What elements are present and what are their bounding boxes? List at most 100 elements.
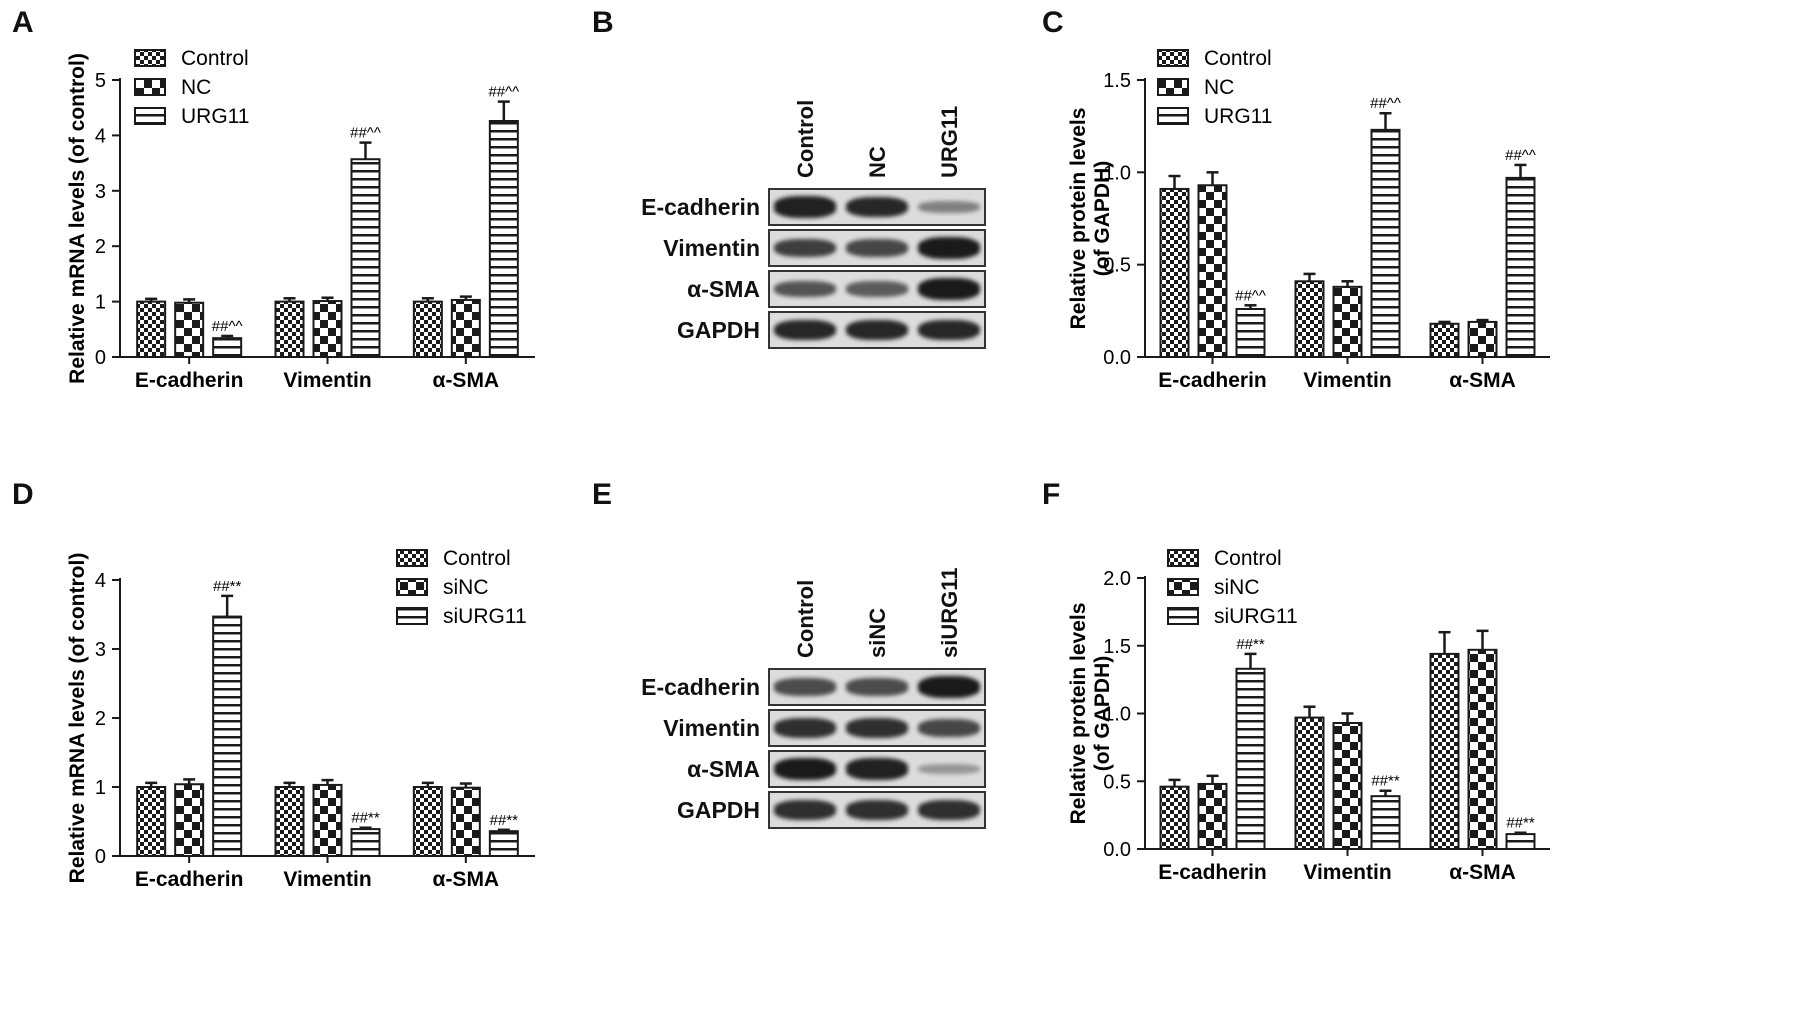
chart-f-relative-protein: 0.0 0.5 1.0 1.5 2.0 Relative protein levels (o… [1067, 547, 1550, 884]
blot-band [917, 319, 980, 341]
significance-label: ##^^ [212, 318, 243, 335]
blot-strip [768, 311, 986, 349]
x-tick-label: E-cadherin [1158, 369, 1267, 392]
blot-band [846, 800, 908, 820]
significance-label: ##** [213, 578, 242, 595]
blot-row-label: Vimentin [663, 715, 760, 741]
bar-nc [174, 301, 205, 359]
x-tick-label: α-SMA [1449, 369, 1516, 392]
bar-control [1294, 280, 1325, 358]
western-blot-e: Control siNC siURG11 E-cadherin Vimentin α-SM… [620, 560, 1000, 840]
significance-label: ##^^ [1235, 287, 1266, 304]
x-tick-label: Vimentin [283, 369, 371, 392]
bar-control [412, 300, 443, 359]
blot-band [774, 718, 837, 738]
bar-sinc [1197, 782, 1228, 850]
y-tick-label: 5 [95, 70, 106, 92]
lane-label: Control [793, 579, 819, 658]
blot-strip [768, 668, 986, 706]
western-blot-b: Control NC URG11 E-cadherin Vimentin α-SMA GAP… [620, 80, 1000, 360]
bar-nc [1467, 320, 1498, 358]
x-tick-label: Vimentin [1303, 861, 1391, 884]
y-tick-label: 4 [95, 125, 106, 147]
x-tick-label: α-SMA [433, 868, 500, 891]
blot-row-label: Vimentin [663, 235, 760, 261]
y-axis-label: (of GAPDH) [1091, 656, 1114, 771]
chart-c-relative-protein: 0.0 0.5 1.0 1.5 Relative protein levels (of G… [1067, 47, 1550, 392]
bar-control [1294, 716, 1325, 850]
y-tick-label: 1.0 [1103, 162, 1131, 184]
y-axis-label: Relative mRNA levels (of control) [66, 53, 89, 384]
blot-band [846, 678, 908, 696]
legend-label: URG11 [1204, 105, 1272, 128]
blot-strip [768, 709, 986, 747]
blot-band [846, 718, 908, 738]
y-tick-label: 1 [95, 777, 106, 799]
blot-band [846, 281, 908, 297]
legend-swatch [1157, 78, 1189, 96]
y-tick-label: 0.5 [1103, 771, 1131, 793]
y-axis-label: Relative protein levels [1067, 603, 1090, 825]
legend-label: siURG11 [1214, 605, 1298, 628]
y-tick-label: 2 [95, 708, 106, 730]
legend-swatch [134, 49, 166, 67]
legend-label: NC [1204, 76, 1234, 99]
bar-siurg11 [350, 828, 381, 857]
bar-urg11 [1370, 128, 1401, 358]
legend-swatch [1157, 49, 1189, 67]
legend-label: siNC [443, 576, 489, 599]
lane-label: NC [865, 146, 890, 178]
blot-row-label: α-SMA [687, 276, 760, 302]
y-tick-label: 3 [95, 181, 106, 203]
significance-label: ##** [1506, 815, 1535, 832]
x-tick-label: E-cadherin [135, 868, 244, 891]
bar-control [136, 300, 167, 359]
y-axis-label: (of GAPDH) [1091, 161, 1114, 276]
legend-label: Control [181, 47, 249, 70]
blot-band [846, 239, 908, 257]
y-tick-label: 1.0 [1103, 704, 1131, 726]
blot-band [846, 319, 908, 341]
blot-row-label: E-cadherin [641, 674, 760, 700]
significance-label: ##** [1371, 773, 1400, 790]
significance-label: ##^^ [350, 125, 381, 142]
blot-strip [768, 229, 986, 267]
panel-label-c: C [1042, 6, 1064, 39]
lane-label: URG11 [936, 105, 962, 178]
blot-band [774, 758, 837, 780]
legend-label: siURG11 [443, 605, 527, 628]
blot-strip [768, 270, 986, 308]
blot-strip [768, 791, 986, 829]
bar-nc [312, 300, 343, 358]
bar-urg11 [1505, 176, 1536, 358]
blot-band [774, 678, 837, 696]
legend-swatch [1167, 549, 1199, 567]
bar-control [1159, 785, 1190, 851]
legend-swatch [396, 607, 428, 625]
legend-label: Control [443, 547, 511, 570]
bar-nc [450, 298, 481, 358]
blot-band [774, 238, 837, 258]
bar-control [1159, 187, 1190, 358]
bar-siurg11 [488, 830, 519, 858]
y-tick-label: 3 [95, 639, 106, 661]
blot-strip [768, 750, 986, 788]
y-tick-label: 1.5 [1103, 636, 1131, 658]
bar-nc [1197, 184, 1228, 358]
x-tick-label: Vimentin [1303, 369, 1391, 392]
bar-urg11 [1235, 307, 1266, 358]
y-tick-label: 0.5 [1103, 255, 1131, 277]
blot-band [774, 800, 837, 820]
x-tick-label: Vimentin [283, 868, 371, 891]
bar-urg11 [488, 119, 519, 358]
bar-control [412, 786, 443, 857]
lane-label: siNC [865, 607, 890, 658]
panel-label-b: B [592, 6, 614, 39]
y-tick-label: 0.0 [1103, 347, 1131, 369]
legend-label: URG11 [181, 105, 249, 128]
panel-label-d: D [12, 478, 34, 511]
blot-band [774, 319, 837, 341]
bar-sinc [450, 786, 481, 857]
blot-band [846, 196, 908, 218]
bar-urg11 [350, 158, 381, 358]
